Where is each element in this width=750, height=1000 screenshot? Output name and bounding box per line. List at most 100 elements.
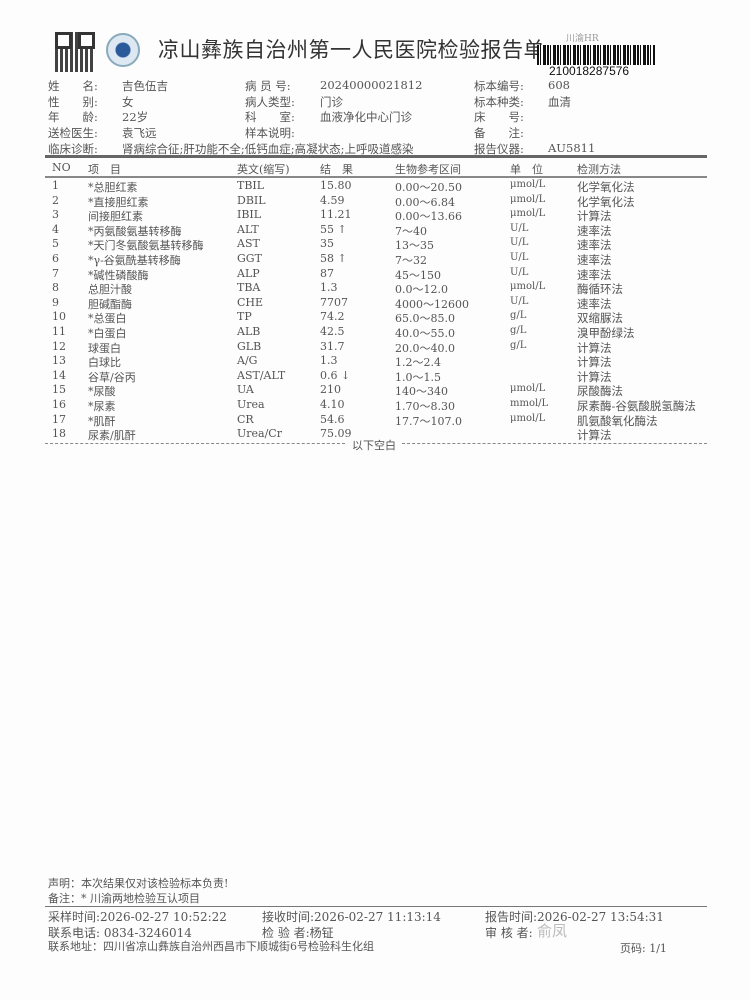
item-name: 谷草/谷丙 bbox=[88, 370, 136, 384]
report-title: 凉山彝族自治州第一人民医院检验报告单 bbox=[158, 38, 545, 62]
method: 速率法 bbox=[577, 267, 612, 282]
method: 计算法 bbox=[577, 428, 612, 443]
reference-range: 7～40 bbox=[395, 224, 427, 238]
result-value: 4.59 bbox=[320, 193, 345, 207]
patient-field-value: 血液净化中心门诊 bbox=[320, 110, 412, 125]
result-value: 35 bbox=[320, 237, 334, 251]
reference-range: 45～150 bbox=[395, 268, 441, 282]
item-name: 间接胆红素 bbox=[88, 210, 143, 224]
reviewer-signature: 俞凤 bbox=[537, 922, 568, 940]
item-name: *总蛋白 bbox=[88, 312, 127, 326]
barcode-number: 210018287576 bbox=[549, 64, 630, 78]
row-number: 15 bbox=[52, 383, 66, 397]
item-code: TBIL bbox=[237, 179, 265, 192]
diagnosis-value: 肾病综合征;肝功能不全;低钙血症;高凝状态;上呼吸道感染 bbox=[122, 142, 414, 156]
method: 化学氧化法 bbox=[577, 194, 635, 209]
barcode-tag: 川渝HR bbox=[566, 34, 599, 44]
item-name: 尿素/肌酐 bbox=[88, 429, 136, 443]
patient-field-value: 吉色伍吉 bbox=[122, 79, 168, 93]
receive-time: 接收时间:2026-02-27 11:13:14 bbox=[262, 910, 441, 924]
item-code: AST bbox=[237, 237, 260, 251]
row-number: 13 bbox=[52, 354, 66, 368]
reference-range: 1.2～2.4 bbox=[395, 356, 441, 370]
item-code: TP bbox=[237, 310, 252, 324]
divider bbox=[45, 906, 707, 907]
result-value: 4.10 bbox=[320, 398, 345, 411]
unit: μmol/L bbox=[510, 412, 546, 424]
patient-field-label: 标本种类: bbox=[474, 94, 524, 109]
method: 双缩脲法 bbox=[577, 311, 623, 326]
item-name: *肌酐 bbox=[88, 414, 116, 428]
result-value: 75.09 bbox=[320, 427, 352, 441]
patient-field-value: 22岁 bbox=[122, 110, 149, 125]
item-code: DBIL bbox=[237, 193, 266, 207]
reference-range: 1.70～8.30 bbox=[395, 400, 455, 413]
row-number: 8 bbox=[52, 281, 59, 295]
method: 计算法 bbox=[577, 369, 612, 384]
patient-field-value: 608 bbox=[548, 78, 570, 92]
reference-range: 0.00～13.66 bbox=[395, 210, 462, 224]
reference-range: 0.00～20.50 bbox=[395, 181, 462, 194]
row-number: 1 bbox=[52, 179, 59, 192]
method: 尿酸酶法 bbox=[577, 384, 623, 399]
result-value: 0.6 ↓ bbox=[320, 368, 351, 382]
unit: μmol/L bbox=[510, 281, 546, 293]
method: 速率法 bbox=[577, 238, 612, 253]
patient-field-label: 姓 名: bbox=[48, 79, 98, 93]
patient-field-value: 袁飞远 bbox=[122, 126, 157, 141]
column-header: NO bbox=[52, 161, 71, 174]
result-value: 31.7 bbox=[320, 339, 345, 353]
unit: μmol/L bbox=[510, 208, 546, 220]
method: 肌氨酸氧化酶法 bbox=[577, 413, 658, 428]
item-code: CR bbox=[237, 412, 254, 426]
instrument-value: AU5811 bbox=[548, 141, 596, 155]
patient-field-label: 送检医生: bbox=[48, 126, 98, 141]
item-code: Urea bbox=[237, 398, 265, 411]
row-number: 17 bbox=[52, 412, 66, 426]
result-value: 87 bbox=[320, 266, 334, 280]
report-time: 报告时间:2026-02-27 13:54:31 bbox=[485, 910, 664, 924]
row-number: 16 bbox=[52, 398, 66, 411]
reference-range: 20.0～40.0 bbox=[395, 341, 455, 355]
end-note: 以下空白 bbox=[352, 439, 396, 452]
result-value: 210 bbox=[320, 383, 341, 397]
method: 速率法 bbox=[577, 253, 612, 267]
reference-range: 7～32 bbox=[395, 254, 427, 267]
patient-field-label: 备 注: bbox=[474, 126, 524, 141]
page-number: 页码: 1/1 bbox=[620, 942, 667, 955]
result-value: 54.6 bbox=[320, 412, 345, 426]
column-header: 项 目 bbox=[88, 163, 121, 176]
unit: μmol/L bbox=[510, 193, 546, 205]
result-value: 7707 bbox=[320, 295, 348, 309]
divider bbox=[45, 176, 707, 178]
unit: U/L bbox=[510, 295, 529, 307]
result-value: 55 ↑ bbox=[320, 222, 347, 236]
unit: g/L bbox=[510, 325, 527, 336]
item-name: 胆碱酯酶 bbox=[88, 297, 132, 311]
item-code: TBA bbox=[237, 281, 261, 295]
patient-field-value: 门诊 bbox=[320, 94, 343, 109]
row-number: 7 bbox=[52, 266, 59, 280]
result-value: 1.3 bbox=[320, 281, 338, 295]
item-code: ALT bbox=[237, 222, 259, 236]
row-number: 5 bbox=[52, 237, 59, 251]
divider bbox=[402, 443, 707, 444]
patient-field-label: 性 别: bbox=[48, 94, 98, 109]
column-header: 英文(缩写) bbox=[237, 163, 290, 176]
reference-range: 17.7～107.0 bbox=[395, 414, 462, 428]
unit: μmol/L bbox=[510, 383, 546, 395]
method: 计算法 bbox=[577, 340, 612, 355]
reference-range: 0.0～12.0 bbox=[395, 283, 448, 297]
reference-range: 1.0～1.5 bbox=[395, 370, 441, 384]
remark: 备注：* 川渝两地检验互认项目 bbox=[48, 892, 200, 905]
barcode bbox=[537, 45, 655, 65]
item-code: UA bbox=[237, 383, 254, 397]
item-name: *天门冬氨酸氨基转移酶 bbox=[88, 239, 204, 253]
unit: g/L bbox=[510, 339, 527, 351]
divider bbox=[45, 443, 345, 444]
item-name: *直接胆红素 bbox=[88, 195, 149, 209]
patient-field-label: 床 号: bbox=[474, 110, 524, 125]
patient-field-label: 病 员 号: bbox=[245, 79, 291, 93]
row-number: 10 bbox=[52, 310, 66, 324]
result-value: 11.21 bbox=[320, 208, 352, 222]
